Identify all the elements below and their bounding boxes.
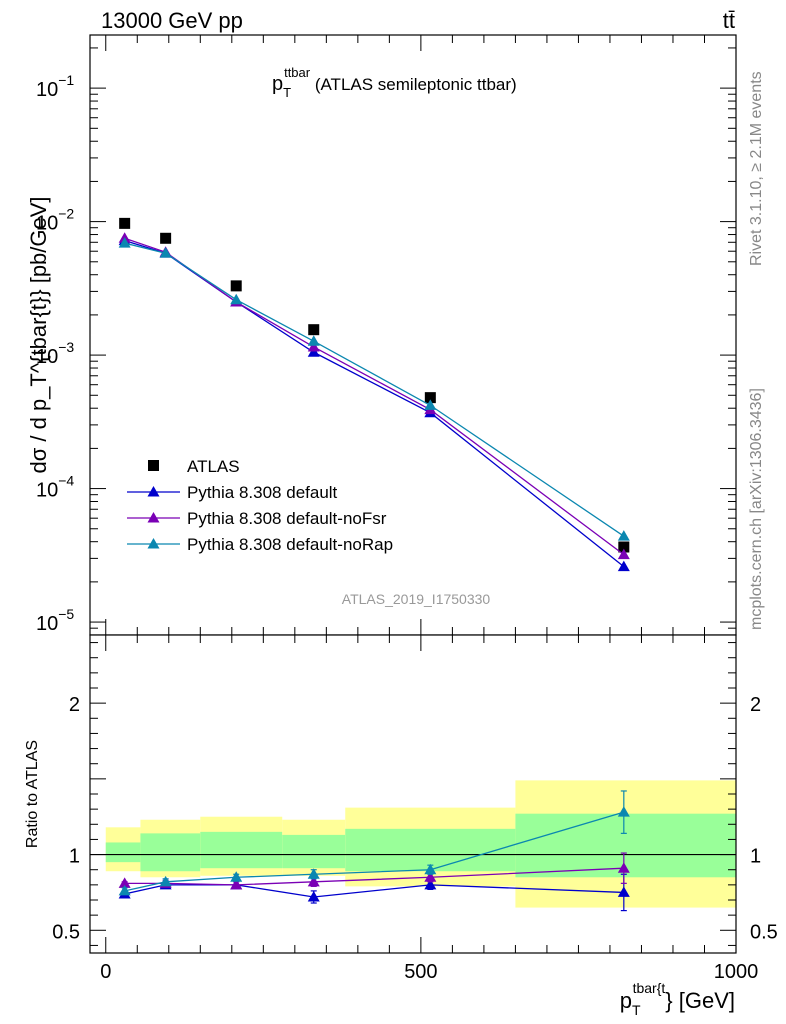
atlas-data-point	[230, 280, 242, 292]
main-y-tick-label: 10−4	[36, 473, 74, 502]
ratio-series-point	[424, 863, 437, 875]
ratio-plot-frame	[89, 634, 737, 954]
main-y-tick-label: 10−3	[36, 339, 74, 368]
rivet-version-label: Rivet 3.1.10, ≥ 2.1M events	[748, 71, 765, 266]
atlas-data-point	[160, 232, 172, 244]
ratio-series-point	[617, 862, 630, 873]
legend-marker	[148, 460, 159, 471]
main-y-tick-label: 10−2	[36, 206, 74, 235]
ratio-series-point	[118, 877, 131, 888]
ratio-series-point	[307, 875, 320, 887]
main-series-point	[230, 293, 243, 305]
ratio-y-tick-label-right: 1	[750, 846, 761, 868]
ratio-series-2	[118, 790, 630, 896]
main-plot-background	[90, 35, 736, 635]
atlas-data-point	[119, 217, 131, 229]
legend-label: Pythia 8.308 default	[187, 483, 338, 502]
ratio-series-point	[159, 875, 172, 887]
legend-item: Pythia 8.308 default	[127, 483, 338, 502]
ratio-series-point	[617, 806, 630, 817]
main-series-line	[124, 242, 625, 537]
legend-label: ATLAS	[187, 457, 240, 476]
ratio-band-green	[105, 842, 141, 863]
ratio-band-green	[140, 833, 201, 872]
legend-marker	[147, 486, 160, 497]
ratio-series-line	[124, 811, 625, 892]
main-y-tick-label: 10−5	[36, 606, 74, 635]
main-series-0	[119, 217, 630, 553]
ratio-series-point	[307, 868, 320, 879]
ratio-panel: 0.5 0.5 1 1 2 2 0 500 1000 Ratio to ATLAS pTtbar…	[24, 634, 778, 1018]
ratio-band-green	[282, 834, 346, 869]
ratio-series-group	[118, 790, 630, 912]
mcplots-label: mcplots.cern.ch [arXiv:1306.3436]	[748, 388, 765, 630]
ratio-y-axis-label: Ratio to ATLAS	[24, 740, 41, 848]
ratio-series-point	[118, 884, 131, 896]
ratio-series-point	[617, 886, 630, 897]
x-tick-label: 500	[404, 961, 437, 983]
main-series-point	[424, 399, 437, 410]
main-series-point	[307, 340, 320, 352]
main-series-point	[118, 237, 131, 248]
ratio-y-tick-label-right: 2	[750, 694, 761, 716]
main-y-axis-ticks	[90, 47, 736, 636]
main-series-3	[118, 237, 630, 541]
ratio-series-point	[230, 878, 243, 890]
main-title: pTttbar (ATLAS semileptonic ttbar)	[272, 65, 517, 100]
ratio-y-tick-label-left: 2	[69, 694, 80, 716]
main-series-point	[159, 247, 172, 258]
ratio-series-point	[424, 878, 437, 890]
main-y-tick-labels: 10−1 10−2 10−3 10−4 10−5	[36, 72, 74, 635]
main-series-point	[307, 335, 320, 346]
legend-label: Pythia 8.308 default-noFsr	[187, 509, 387, 528]
legend-marker	[147, 538, 160, 549]
ratio-series-point	[424, 871, 437, 882]
ratio-series-point	[307, 890, 320, 902]
main-panel: 10−1 10−2 10−3 10−4 10−5 pTttbar (ATLAS semi…	[26, 34, 737, 636]
ratio-band-green	[200, 831, 283, 869]
main-series-line	[124, 237, 625, 556]
ratio-y-tick-label-left: 0.5	[52, 921, 80, 943]
main-series-point	[617, 548, 630, 560]
ratio-y-tick-label-left: 1	[69, 846, 80, 868]
ratio-series-line	[124, 884, 624, 898]
analysis-watermark: ATLAS_2019_I1750330	[342, 591, 491, 607]
x-tick-label: 1000	[714, 961, 759, 983]
header-left-label: 13000 GeV pp	[101, 8, 243, 33]
main-series-point	[307, 346, 320, 357]
main-series-point	[617, 530, 630, 541]
x-tick-label: 0	[100, 961, 111, 983]
legend-item: ATLAS	[148, 457, 240, 476]
legend: ATLAS Pythia 8.308 default Pythia 8.308 de…	[127, 457, 393, 554]
atlas-data-point	[618, 541, 630, 553]
main-series-point	[617, 560, 630, 572]
ratio-series-point	[230, 871, 243, 882]
main-y-axis-label: dσ / d p_T^{tbar{t}} [pb/GeV]	[26, 196, 51, 473]
atlas-data-point	[424, 392, 436, 404]
main-y-tick-label: 10−1	[36, 72, 74, 101]
legend-label: Pythia 8.308 default-noRap	[187, 535, 393, 554]
legend-item: Pythia 8.308 default-noRap	[127, 535, 393, 554]
atlas-data-point	[308, 324, 320, 336]
header-right-label: tt̄	[723, 8, 735, 33]
ratio-tick-labels: 0.5 0.5 1 1 2 2 0 500 1000	[52, 694, 778, 983]
legend-marker	[147, 512, 160, 523]
main-series-group	[118, 217, 630, 572]
legend-item: Pythia 8.308 default-noFsr	[127, 509, 387, 528]
ratio-y-tick-label-right: 0.5	[750, 921, 778, 943]
x-axis-label: pTtbar{t} [GeV]	[620, 980, 735, 1018]
